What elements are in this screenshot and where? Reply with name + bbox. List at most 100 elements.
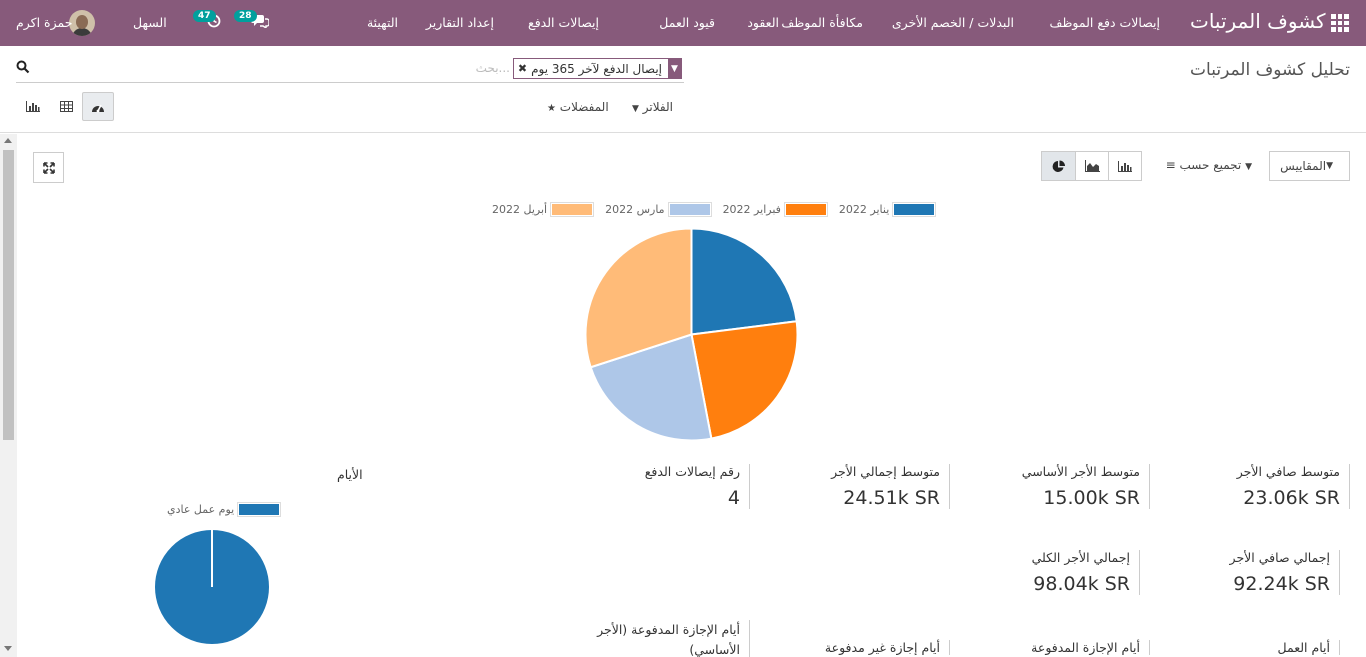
legend-item[interactable]: يوم عمل عادي [163, 502, 282, 517]
kpi-total-gross-wage: إجمالي الأجر الكلي 98.04k SR [1032, 550, 1140, 595]
kpi-value: 15.00k SR [1043, 487, 1140, 509]
filters-label: الفلاتر [642, 100, 673, 114]
legend-swatch [783, 202, 828, 217]
app-brand[interactable]: كشوف المرتبات [1190, 9, 1326, 33]
kpi-total-net-wage: إجمالي صافي الأجر 92.24k SR [1230, 550, 1340, 595]
kpi-worked-days: أيام العمل [1278, 640, 1340, 655]
kpi-label: إجمالي الأجر الكلي [1031, 550, 1130, 565]
search-icon[interactable] [16, 60, 30, 74]
kpi-label: متوسط الأجر الأساسي [1021, 464, 1140, 479]
measures-label: المقاييس [1280, 159, 1327, 173]
legend-label: يناير 2022 [838, 203, 890, 216]
search-input[interactable]: بحث... [475, 61, 510, 75]
facet-remove-icon[interactable]: ✖ [517, 62, 528, 75]
legend-item[interactable]: أبريل 2022 [488, 202, 595, 217]
legend-label: يوم عمل عادي [167, 503, 235, 516]
nav-work-entries[interactable]: قيود العمل [659, 15, 715, 30]
pie-slice[interactable] [690, 320, 799, 440]
expand-icon [42, 161, 55, 174]
groupby-dropdown[interactable]: ≡ تجميع حسب ▼ [1166, 158, 1252, 172]
search-bar[interactable]: بحث... ✖ إيصال الدفع لآخر 365 يوم ▼ [16, 56, 684, 83]
user-avatar[interactable] [69, 10, 95, 36]
facet-label: إيصال الدفع لآخر 365 يوم [531, 61, 662, 76]
dashboard-view-button[interactable] [82, 92, 114, 121]
legend-label: فبراير 2022 [722, 203, 781, 216]
legend-item[interactable]: فبراير 2022 [719, 202, 828, 217]
nav-configuration[interactable]: التهيئة [366, 15, 398, 30]
bar-chart-icon [1118, 160, 1132, 172]
pie-slice[interactable] [690, 227, 798, 336]
user-menu[interactable]: حمزة اكرم [16, 15, 73, 30]
kpi-avg-basic-wage: متوسط الأجر الأساسي 15.00k SR [1022, 464, 1150, 509]
pie-slice[interactable] [589, 333, 713, 442]
favorites-label: المفضلات [559, 100, 609, 114]
scrollbar[interactable] [0, 134, 17, 657]
pivot-view-button[interactable] [50, 92, 82, 121]
kpi-value: 98.04k SR [1033, 573, 1130, 595]
bar-chart-button[interactable] [1108, 152, 1141, 180]
legend-swatch [667, 202, 712, 217]
legend-label: أبريل 2022 [492, 203, 548, 216]
filter-icon: ▼ [668, 59, 681, 78]
measures-dropdown[interactable]: المقاييس ▼ [1269, 151, 1350, 181]
kpi-label: رقم إيصالات الدفع [644, 464, 740, 479]
kpi-value: 92.24k SR [1233, 573, 1330, 595]
kpi-label: متوسط صافي الأجر [1236, 464, 1340, 479]
line-chart-button[interactable] [1075, 152, 1108, 180]
legend-label: مارس 2022 [605, 203, 665, 216]
nav-payslips[interactable]: إيصالات الدفع [528, 15, 599, 30]
legend-swatch [237, 502, 282, 517]
legend-item[interactable]: مارس 2022 [601, 202, 712, 217]
search-facet: ✖ إيصال الدفع لآخر 365 يوم ▼ [512, 58, 682, 79]
chart-type-switcher [1041, 151, 1142, 181]
days-chart-legend: يوم عمل عادي [155, 502, 282, 517]
apps-menu-icon[interactable] [1331, 14, 1349, 32]
legend-swatch [550, 202, 595, 217]
nav-employee-bonus[interactable]: مكافأة الموظف [781, 15, 863, 30]
table-icon [59, 101, 73, 112]
graph-view-button[interactable] [17, 92, 49, 121]
kpi-label: إجمالي صافي الأجر [1229, 550, 1330, 565]
kpi-value: 24.51k SR [843, 487, 940, 509]
legend-swatch [892, 202, 937, 217]
activities-menu[interactable]: 47 [193, 10, 225, 32]
kpi-avg-gross-wage: متوسط إجمالي الأجر 24.51k SR [831, 464, 950, 509]
groupby-label: تجميع حسب [1179, 158, 1242, 172]
pie-chart-button[interactable] [1042, 152, 1075, 180]
nav-employee-payslips[interactable]: إيصالات دفع الموظف [1049, 15, 1161, 30]
main-navbar: كشوف المرتبات إيصالات دفع الموظف البدلات… [0, 0, 1366, 46]
kpi-paid-leave-days: أيام الإجازة المدفوعة [1031, 640, 1150, 655]
main-chart-legend: أبريل 2022 مارس 2022 فبراير 2022 يناير 2022 [480, 202, 937, 217]
filters-dropdown[interactable]: ▼ الفلاتر [632, 100, 673, 114]
days-chart-title: الأيام [337, 467, 363, 482]
pie-slice[interactable] [584, 227, 693, 369]
kpi-unpaid-leave-days: أيام إجازة غير مدفوعة [825, 640, 950, 655]
days-pie-chart [153, 528, 271, 646]
messages-menu[interactable]: 28 [234, 10, 272, 32]
caret-down-icon: ▼ [1245, 162, 1252, 172]
nav-contracts[interactable]: العقود [747, 15, 779, 30]
caret-down-icon: ▼ [1326, 161, 1333, 171]
nav-reporting[interactable]: إعداد التقارير [425, 15, 494, 30]
legend-item[interactable]: يناير 2022 [835, 202, 937, 217]
control-panel: تحليل كشوف المرتبات بحث... ✖ إيصال الدفع… [0, 46, 1366, 133]
kpi-payslip-count: رقم إيصالات الدفع 4 [645, 464, 750, 509]
expand-button[interactable] [33, 152, 64, 183]
page-title: تحليل كشوف المرتبات [1190, 60, 1350, 80]
company-switcher[interactable]: السهل [133, 15, 167, 30]
dashboard-content: المقاييس ▼ ≡ تجميع حسب ▼ أبريل 2022 مارس … [0, 134, 1366, 657]
star-icon: ★ [547, 103, 556, 114]
kpi-avg-net-wage: متوسط صافي الأجر 23.06k SR [1237, 464, 1350, 509]
favorites-dropdown[interactable]: ★ المفضلات [547, 100, 609, 114]
area-chart-icon [1084, 160, 1100, 172]
nav-allowances-deductions[interactable]: البدلات / الخصم الأخرى [891, 15, 1014, 30]
monthly-pie-chart [584, 227, 799, 442]
kpi-label: متوسط إجمالي الأجر [831, 464, 940, 479]
bar-chart-icon [26, 101, 40, 112]
kpi-value: 4 [727, 487, 740, 509]
messages-count-badge: 28 [234, 10, 257, 22]
list-icon: ≡ [1165, 158, 1176, 172]
filter-funnel-icon: ▼ [632, 104, 639, 114]
activities-count-badge: 47 [193, 10, 216, 22]
kpi-value: 23.06k SR [1243, 487, 1340, 509]
